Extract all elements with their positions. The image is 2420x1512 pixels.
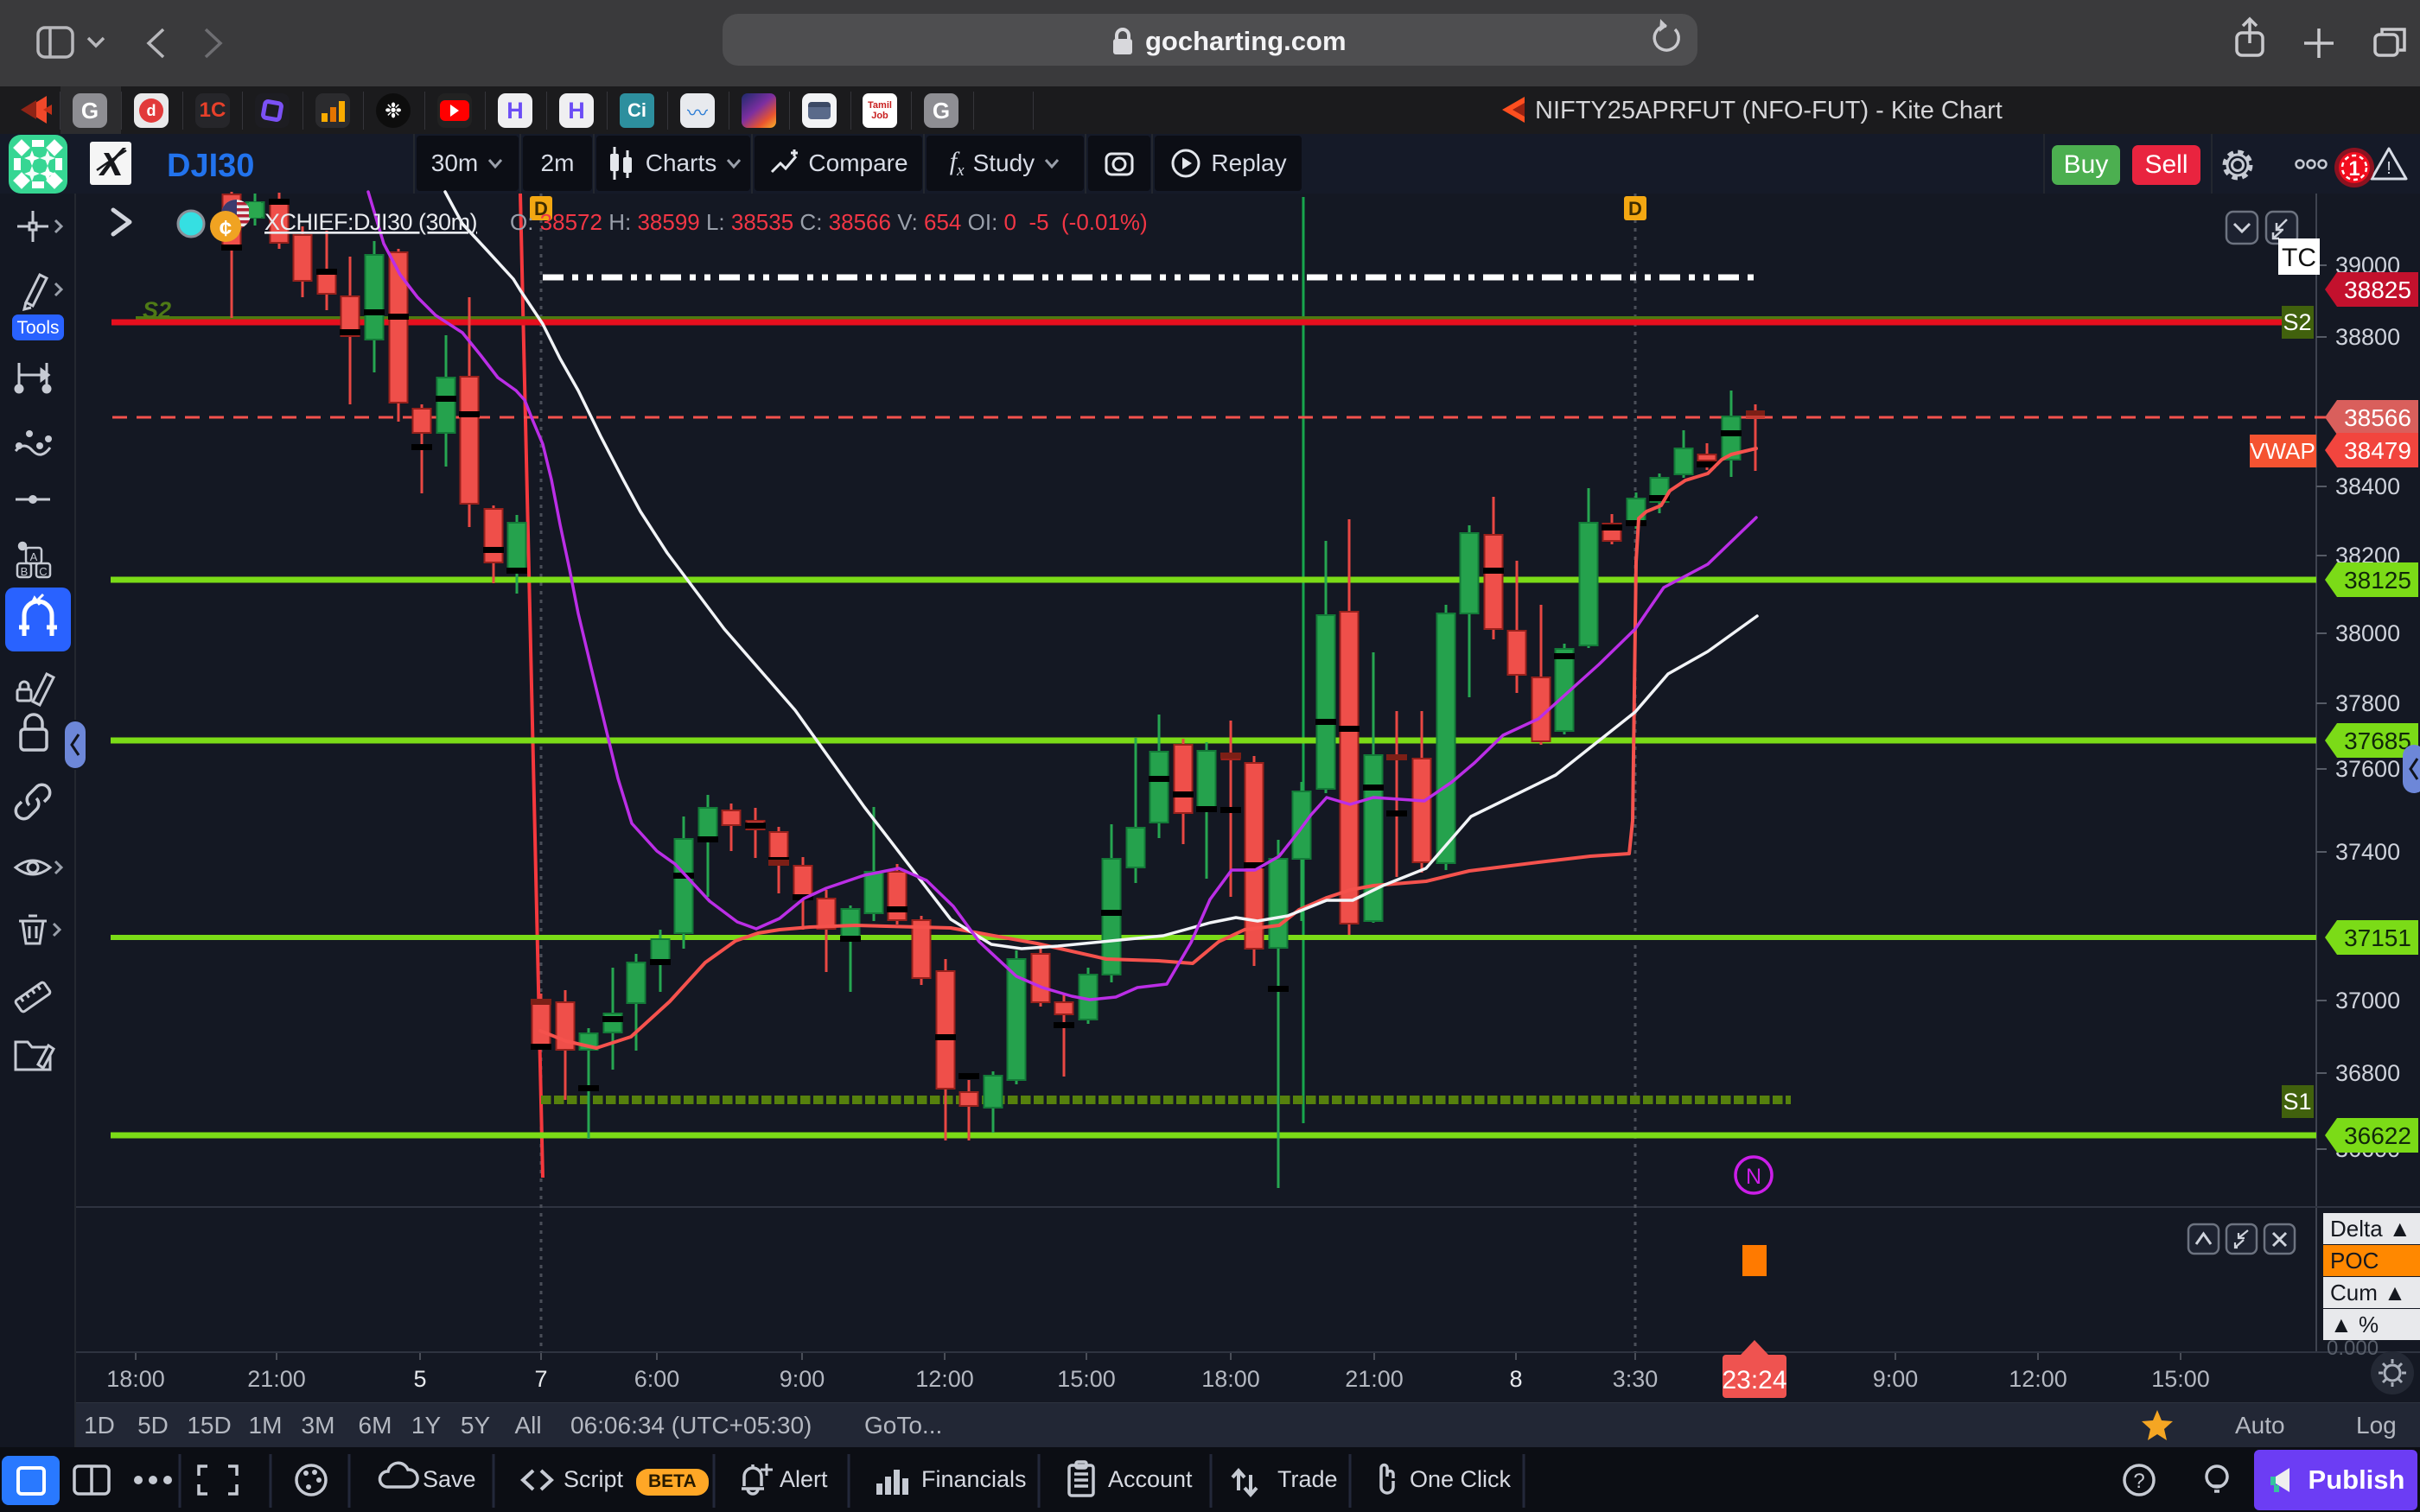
svg-text:¢: ¢ <box>220 215 232 241</box>
svg-text:POC: POC <box>2330 1248 2379 1274</box>
svg-text:23:24: 23:24 <box>1722 1366 1786 1394</box>
svg-text:D: D <box>534 198 548 219</box>
svg-text:36622: 36622 <box>2344 1122 2411 1149</box>
svg-text:12:00: 12:00 <box>915 1366 974 1392</box>
svg-text:18:00: 18:00 <box>106 1366 165 1392</box>
svg-text:38125: 38125 <box>2344 567 2411 594</box>
svg-text:15:00: 15:00 <box>1057 1366 1116 1392</box>
svg-text:38400: 38400 <box>2335 473 2400 499</box>
svg-text:15:00: 15:00 <box>2151 1366 2210 1392</box>
svg-text:XCHIEF:DJI30 (30m): XCHIEF:DJI30 (30m) <box>264 209 477 235</box>
svg-text:3:30: 3:30 <box>1613 1366 1659 1392</box>
svg-text:37000: 37000 <box>2335 988 2400 1013</box>
svg-text:A: A <box>30 550 38 563</box>
svg-text:Cum ▲: Cum ▲ <box>2330 1280 2406 1306</box>
svg-text:TC: TC <box>2282 244 2316 272</box>
svg-text:12:00: 12:00 <box>2009 1366 2067 1392</box>
svg-text:S2: S2 <box>143 297 171 323</box>
svg-text:1: 1 <box>2348 157 2360 181</box>
svg-text:gocharting.com: gocharting.com <box>1145 26 1347 56</box>
svg-text:37685: 37685 <box>2344 727 2411 754</box>
svg-text:18:00: 18:00 <box>1201 1366 1260 1392</box>
svg-text:38000: 38000 <box>2335 620 2400 646</box>
svg-text:S1: S1 <box>2283 1089 2311 1115</box>
svg-text:S2: S2 <box>2283 309 2311 335</box>
svg-text:?: ? <box>2133 1470 2144 1493</box>
svg-text:!: ! <box>2386 159 2391 178</box>
svg-text:38800: 38800 <box>2335 324 2400 350</box>
svg-text:21:00: 21:00 <box>1345 1366 1404 1392</box>
svg-text:36800: 36800 <box>2335 1060 2400 1086</box>
svg-text:8: 8 <box>1509 1366 1522 1392</box>
svg-text:D: D <box>1628 198 1642 219</box>
svg-text:B: B <box>21 565 29 578</box>
svg-text:▲ %: ▲ % <box>2330 1312 2379 1337</box>
svg-text:7: 7 <box>534 1366 547 1392</box>
svg-text:37400: 37400 <box>2335 839 2400 865</box>
svg-text:0.000: 0.000 <box>2327 1337 2379 1360</box>
svg-text:VWAP: VWAP <box>2250 438 2315 464</box>
svg-text:37600: 37600 <box>2335 756 2400 782</box>
svg-text:5: 5 <box>413 1366 426 1392</box>
svg-text:38825: 38825 <box>2344 276 2411 303</box>
svg-text:37800: 37800 <box>2335 690 2400 716</box>
svg-text:C: C <box>39 565 47 578</box>
svg-text:O: 38572 H: 38599 L: 38535 C:: O: 38572 H: 38599 L: 38535 C: 38566 V: 6… <box>510 209 1154 235</box>
svg-text:38479: 38479 <box>2344 437 2411 464</box>
svg-text:37151: 37151 <box>2344 924 2411 951</box>
svg-text:N: N <box>1746 1165 1761 1189</box>
svg-text:Delta ▲: Delta ▲ <box>2330 1216 2411 1242</box>
svg-text:9:00: 9:00 <box>780 1366 825 1392</box>
svg-text:6:00: 6:00 <box>634 1366 680 1392</box>
svg-text:21:00: 21:00 <box>247 1366 306 1392</box>
svg-text:Tools: Tools <box>16 318 59 338</box>
svg-text:9:00: 9:00 <box>1873 1366 1919 1392</box>
svg-text:38566: 38566 <box>2344 404 2411 431</box>
